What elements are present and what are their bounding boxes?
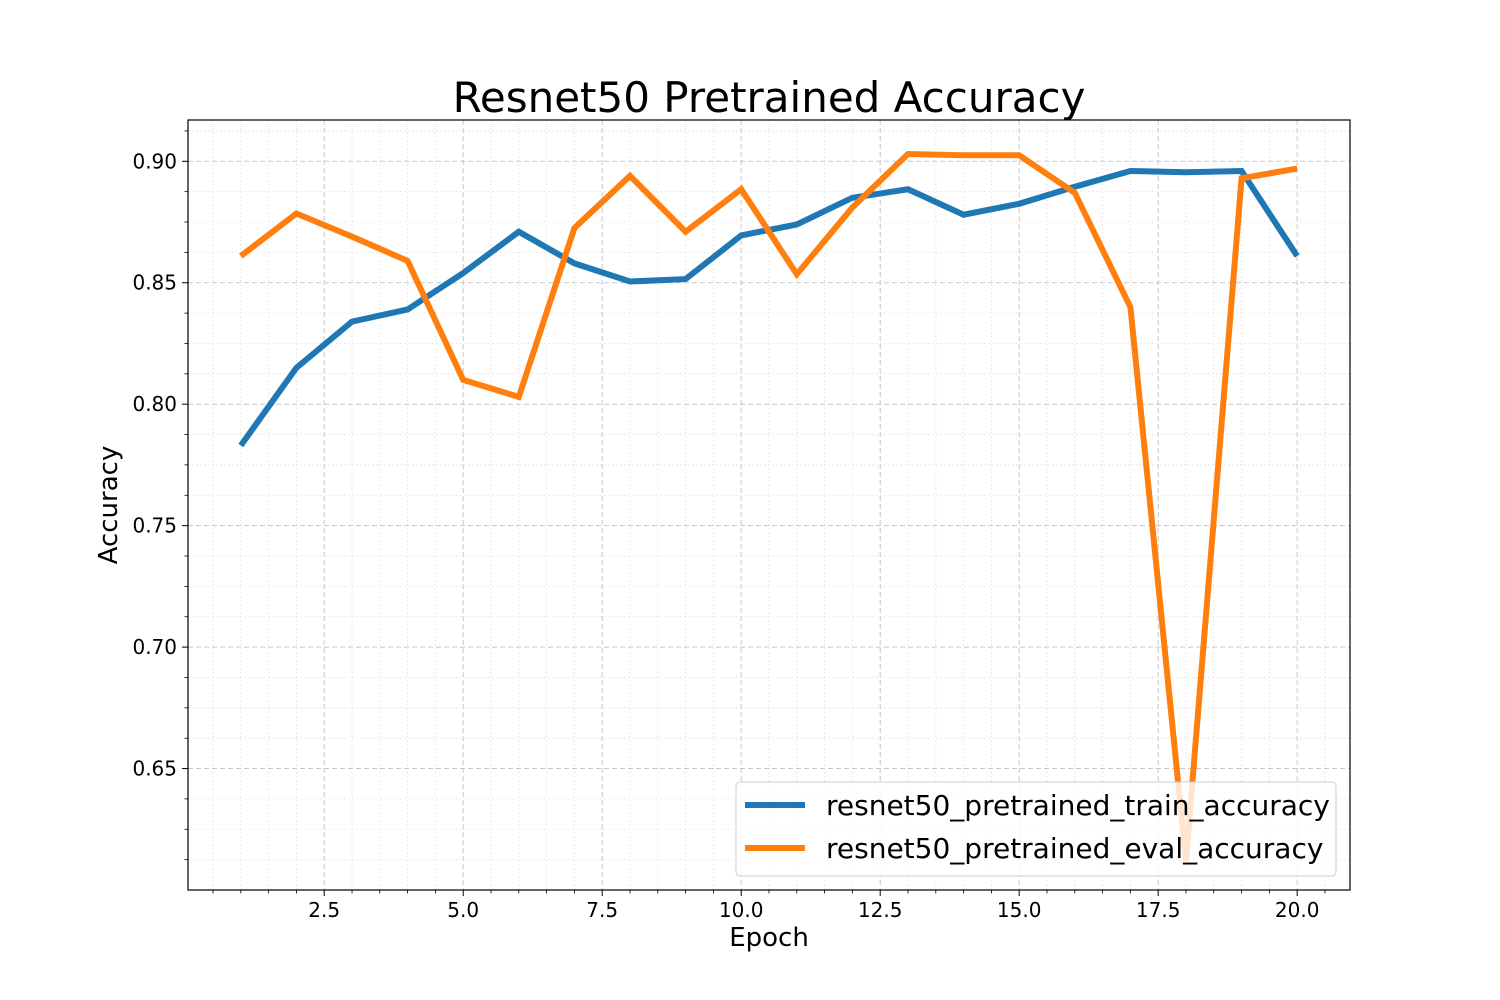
x-tick-label: 20.0 [1275,898,1320,922]
legend-label-train: resnet50_pretrained_train_accuracy [826,789,1330,822]
x-axis-ticks: 2.5 5.0 7.5 10.0 12.5 15.0 17.5 20.0 [212,890,1326,922]
x-tick-label: 10.0 [719,898,764,922]
chart-title: Resnet50 Pretrained Accuracy [453,73,1086,122]
x-tick-label: 2.5 [308,898,340,922]
y-tick-label: 0.85 [132,271,177,295]
y-tick-label: 0.70 [132,635,177,659]
legend-box [735,781,1337,877]
x-tick-label: 5.0 [447,898,479,922]
x-tick-label: 17.5 [1136,898,1181,922]
legend-label-eval: resnet50_pretrained_eval_accuracy [826,832,1323,865]
x-axis-label: Epoch [729,923,809,953]
y-axis-ticks: 0.65 0.70 0.75 0.80 0.85 0.90 [132,130,188,861]
series-lines [238,150,1300,862]
y-tick-label: 0.75 [132,514,177,538]
eval-accuracy-line [238,150,1298,862]
x-tick-label: 12.5 [858,898,903,922]
y-tick-label: 0.65 [132,757,177,781]
y-tick-label: 0.90 [132,149,177,173]
y-axis-label: Accuracy [94,446,124,565]
legend: resnet50_pretrained_train_accuracy resne… [735,781,1337,877]
x-tick-label: 15.0 [997,898,1042,922]
y-tick-label: 0.80 [132,392,177,416]
major-grid [188,120,1350,890]
x-tick-label: 7.5 [586,898,618,922]
